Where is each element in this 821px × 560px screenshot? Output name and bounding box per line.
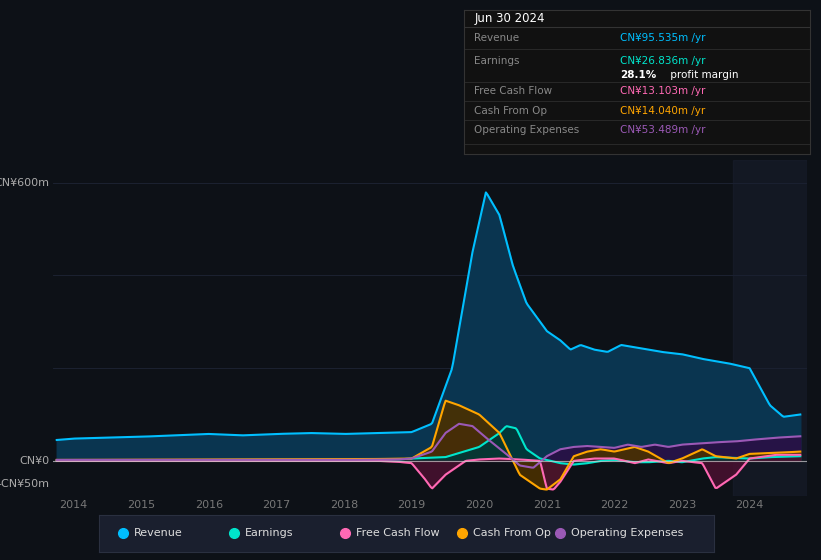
Text: CN¥0: CN¥0 [20,456,49,466]
Text: profit margin: profit margin [667,70,738,80]
Text: CN¥26.836m /yr: CN¥26.836m /yr [620,56,705,66]
Text: Jun 30 2024: Jun 30 2024 [475,12,545,25]
Text: 28.1%: 28.1% [620,70,656,80]
Bar [732,160,807,496]
Text: Operating Expenses: Operating Expenses [475,125,580,135]
Text: Free Cash Flow: Free Cash Flow [356,529,439,538]
Text: Revenue: Revenue [135,529,183,538]
Text: Cash From Op: Cash From Op [475,106,548,116]
Text: CN¥95.535m /yr: CN¥95.535m /yr [620,32,705,43]
Text: Earnings: Earnings [475,56,520,66]
Text: CN¥13.103m /yr: CN¥13.103m /yr [620,86,705,96]
Text: CN¥14.040m /yr: CN¥14.040m /yr [620,106,705,116]
Text: Operating Expenses: Operating Expenses [571,529,684,538]
Text: Revenue: Revenue [475,32,520,43]
Text: Cash From Op: Cash From Op [473,529,551,538]
Text: Free Cash Flow: Free Cash Flow [475,86,553,96]
Text: Earnings: Earnings [245,529,294,538]
Text: CN¥53.489m /yr: CN¥53.489m /yr [620,125,705,135]
Text: CN¥600m: CN¥600m [0,178,49,188]
Text: -CN¥50m: -CN¥50m [0,479,49,489]
